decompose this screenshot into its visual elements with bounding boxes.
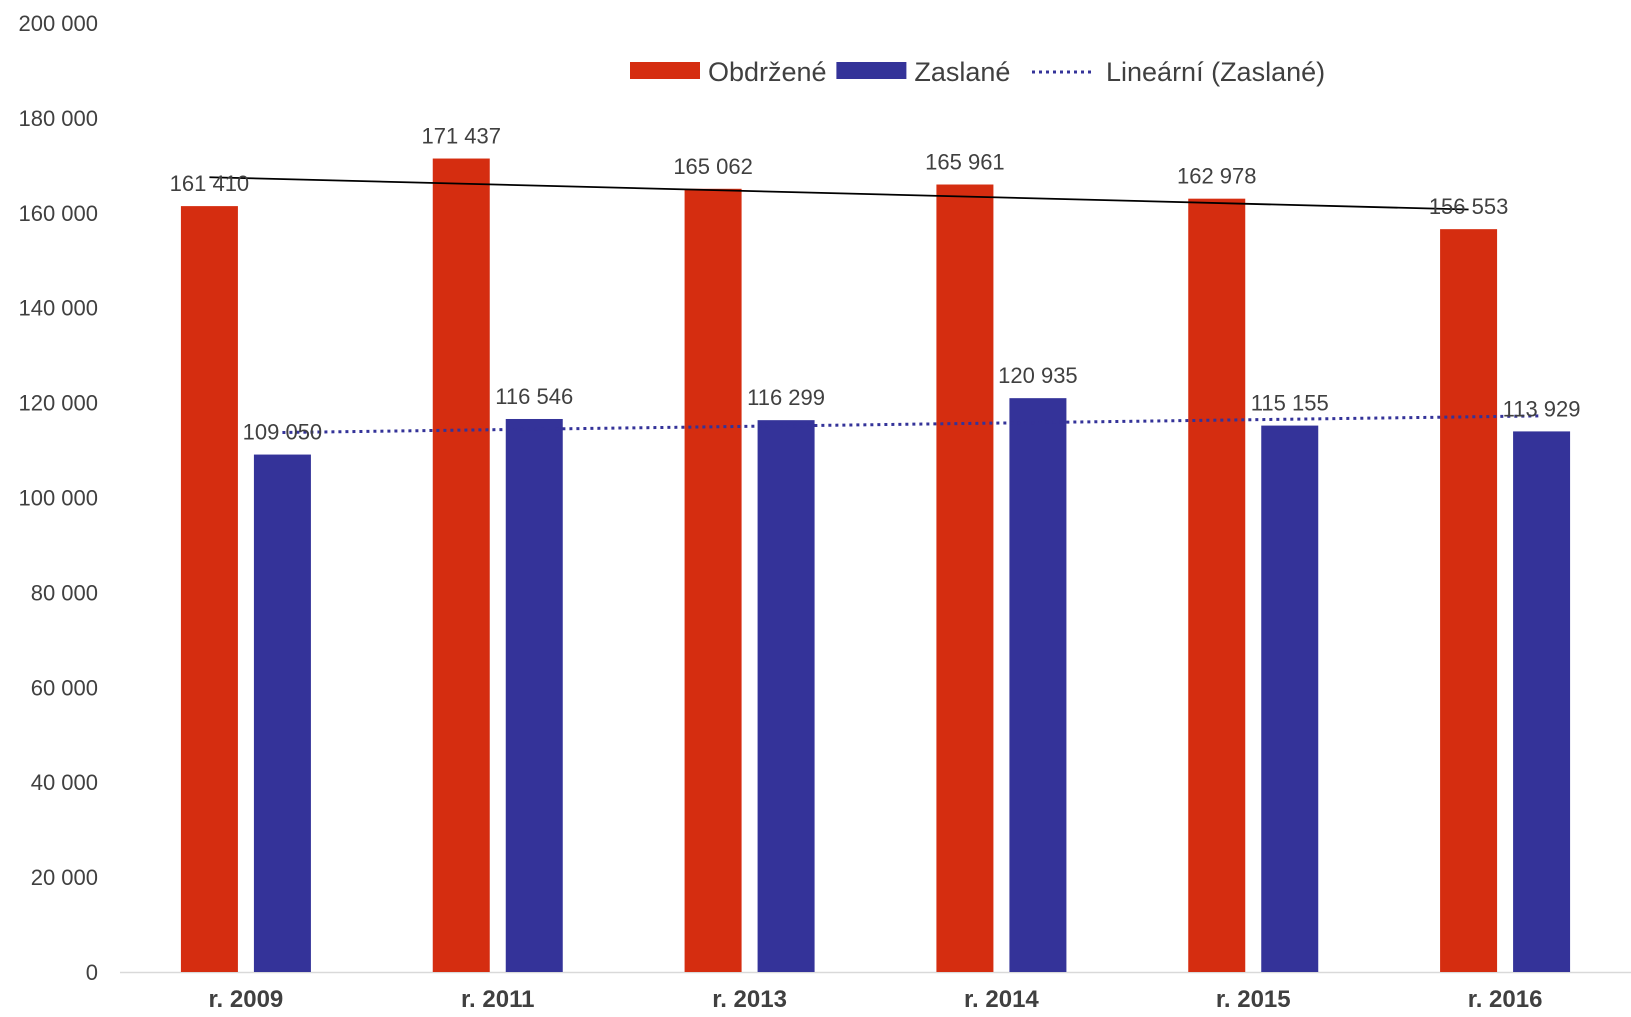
x-axis: r. 2009 r. 2011 r. 2013 r. 2014 r. 2015 r. 20…	[120, 971, 1631, 1013]
bar-obdrzene	[180, 206, 238, 972]
data-label: 165 062	[673, 154, 753, 179]
data-label: 156 553	[1429, 194, 1509, 219]
y-tick-label: 120 000	[18, 391, 98, 416]
x-tick-label: r. 2015	[1216, 986, 1291, 1013]
y-tick-label: 180 000	[18, 106, 98, 131]
x-tick-label: r. 2014	[964, 986, 1039, 1013]
data-labels: 161 410 171 437 165 062 165 961 162 978 156 5…	[170, 124, 1581, 445]
legend-label: Zaslané	[914, 57, 1010, 87]
y-tick-label: 200 000	[18, 11, 98, 36]
bar-obdrzene	[1440, 229, 1498, 973]
data-label: 165 961	[925, 150, 1005, 175]
data-label: 109 050	[243, 420, 323, 445]
trendline-obdrzene	[209, 176, 1469, 211]
bar-obdrzene	[432, 158, 490, 972]
bar-zaslane	[1513, 431, 1571, 973]
legend-item: Lineární (Zaslané)	[1032, 57, 1325, 87]
y-tick-label: 20 000	[31, 865, 98, 890]
y-tick-label: 100 000	[18, 486, 98, 511]
data-label: 120 935	[998, 363, 1078, 388]
legend-label: Obdržené	[708, 57, 827, 87]
legend: Obdržené Zaslané Lineární (Zaslané)	[630, 57, 1325, 87]
legend-swatch	[836, 62, 907, 79]
bar-obdrzene	[1188, 198, 1246, 973]
bar-obdrzene	[936, 184, 994, 972]
data-label: 171 437	[421, 124, 501, 149]
x-tick-label: r. 2011	[461, 986, 534, 1013]
legend-label: Lineární (Zaslané)	[1106, 57, 1325, 87]
bar-zaslane	[1009, 398, 1067, 972]
bar-zaslane	[757, 420, 815, 972]
x-tick-label: r. 2013	[712, 986, 787, 1013]
y-tick-label: 160 000	[18, 201, 98, 226]
data-label: 162 978	[1177, 164, 1257, 189]
bar-zaslane	[1261, 425, 1319, 972]
x-tick-label: r. 2016	[1468, 986, 1543, 1013]
legend-item: Obdržené	[630, 57, 827, 87]
data-label: 116 299	[747, 385, 825, 410]
bar-zaslane	[253, 454, 311, 972]
x-tick-label: r. 2009	[209, 986, 284, 1013]
data-label: 116 546	[495, 384, 573, 409]
data-label: 113 929	[1503, 396, 1581, 421]
y-tick-label: 40 000	[31, 770, 98, 795]
y-tick-label: 140 000	[18, 296, 98, 321]
y-tick-label: 80 000	[31, 580, 98, 605]
bar-zaslane	[505, 418, 563, 972]
y-tick-label: 0	[86, 960, 98, 985]
data-label: 115 155	[1251, 391, 1329, 416]
trendlines	[209, 176, 1542, 434]
bars	[180, 158, 1571, 973]
y-tick-label: 60 000	[31, 675, 98, 700]
legend-swatch	[630, 62, 700, 79]
legend-item: Zaslané	[836, 57, 1010, 87]
y-axis: 0 20 000 40 000 60 000 80 000 100 000 120 000 1…	[18, 11, 98, 985]
bar-obdrzene	[684, 188, 742, 972]
data-label: 161 410	[170, 171, 250, 196]
